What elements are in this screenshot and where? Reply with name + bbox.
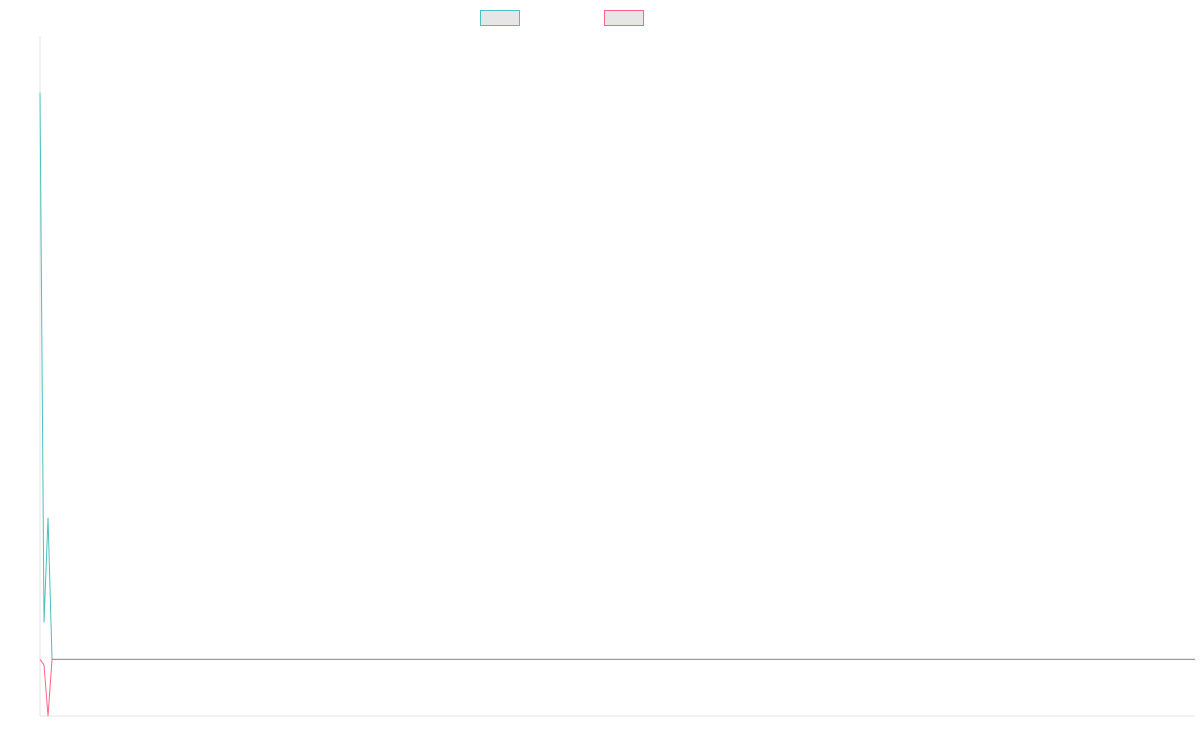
axes (39, 36, 1195, 717)
legend-item-series-1[interactable] (480, 10, 528, 26)
chart-legend (0, 10, 1200, 28)
series-lines (39, 92, 1195, 717)
legend-swatch-series-1 (480, 10, 520, 26)
legend-item-series-2[interactable] (604, 10, 652, 26)
legend-swatch-series-2 (604, 10, 644, 26)
series-2-line (39, 658, 1195, 717)
series-1-line (39, 92, 1195, 660)
